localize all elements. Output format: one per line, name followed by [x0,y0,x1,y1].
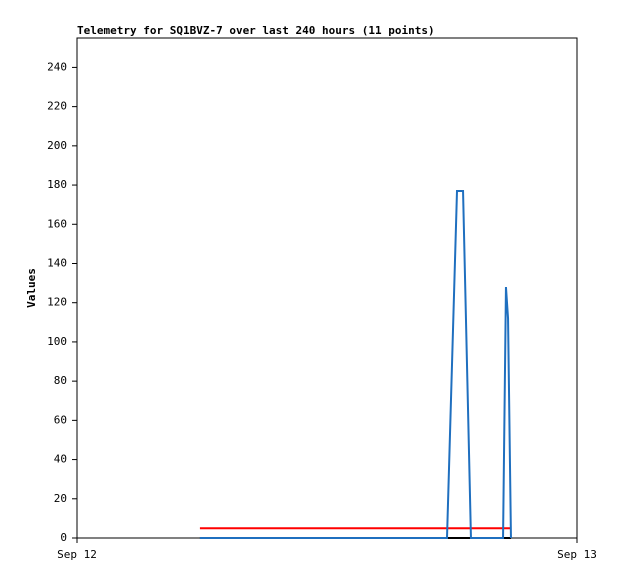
y-tick-label: 20 [54,492,67,505]
y-tick-label: 160 [47,217,67,230]
y-tick-label: 0 [60,531,67,544]
x-tick-label: Sep 12 [57,548,97,561]
y-tick-label: 220 [47,100,67,113]
y-tick-label: 120 [47,296,67,309]
y-tick-label: 80 [54,374,67,387]
y-tick-label: 240 [47,60,67,73]
y-axis-label: Values [25,268,38,308]
chart-title: Telemetry for SQ1BVZ-7 over last 240 hou… [77,24,435,37]
y-tick-label: 100 [47,335,67,348]
x-tick-label: Sep 13 [557,548,597,561]
y-tick-label: 200 [47,139,67,152]
y-tick-label: 180 [47,178,67,191]
y-tick-label: 140 [47,256,67,269]
series-line [199,189,512,539]
plot-frame [76,37,578,539]
y-tick-label: 60 [54,413,67,426]
y-tick-label: 40 [54,453,67,466]
